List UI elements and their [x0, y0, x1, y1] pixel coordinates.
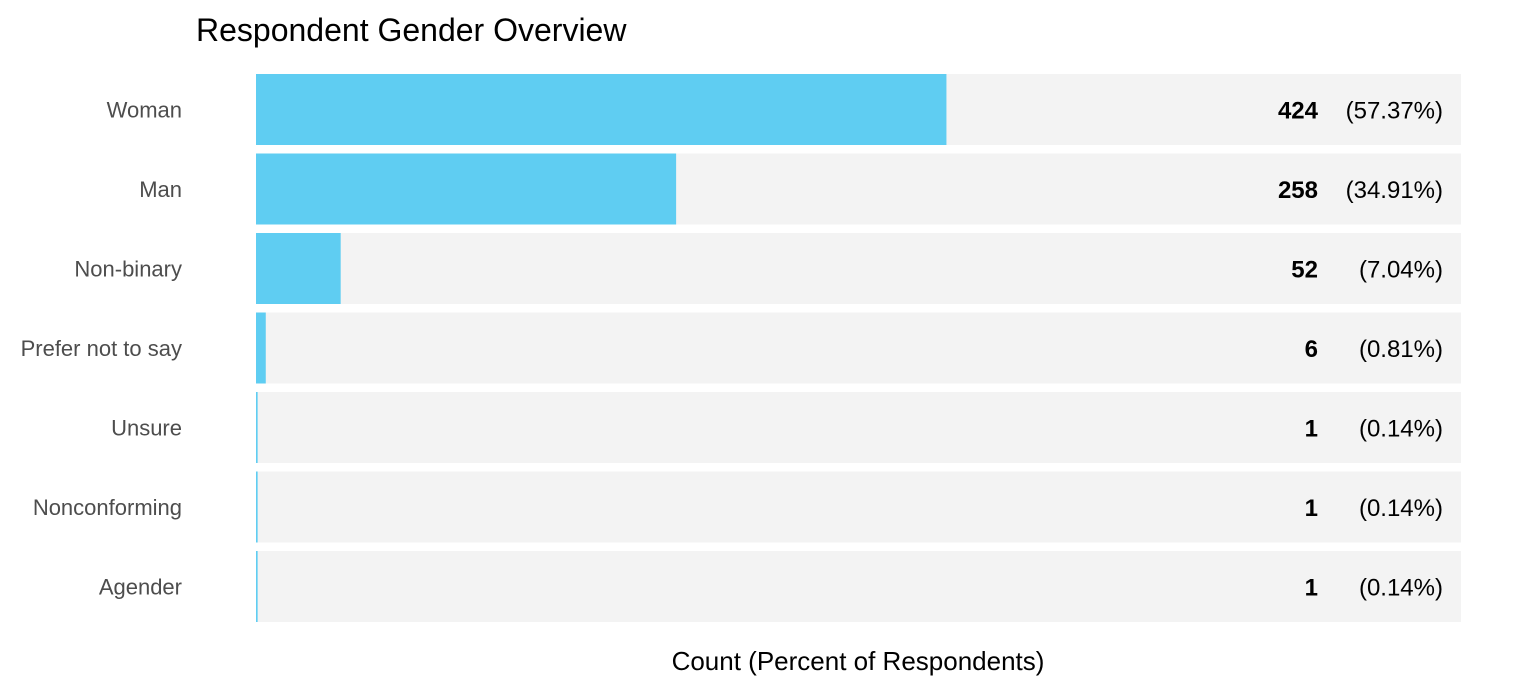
bar-track — [256, 471, 1461, 543]
category-label: Man — [139, 177, 182, 202]
category-label: Woman — [107, 98, 182, 123]
bar-non-binary — [256, 233, 341, 304]
bar-track — [256, 551, 1461, 622]
chart-title: Respondent Gender Overview — [196, 12, 627, 48]
percent-label: (0.14%) — [1359, 416, 1443, 443]
count-label: 52 — [1291, 257, 1318, 284]
count-label: 424 — [1278, 98, 1319, 125]
x-axis-label: Count (Percent of Respondents) — [672, 646, 1045, 676]
count-label: 1 — [1305, 495, 1318, 522]
percent-label: (7.04%) — [1359, 257, 1443, 284]
bar-agender — [256, 551, 258, 622]
category-label: Nonconforming — [33, 495, 182, 520]
bar-nonconforming — [256, 471, 258, 543]
bar-rows: Woman 424 (57.37%) Man 258 (34.91%) Non-binary… — [21, 74, 1461, 622]
count-label: 1 — [1305, 575, 1318, 602]
bar-track — [256, 312, 1461, 384]
percent-label: (34.91%) — [1346, 177, 1443, 204]
category-label: Agender — [99, 575, 182, 600]
bar-unsure — [256, 392, 258, 463]
bar-woman — [256, 74, 947, 145]
percent-label: (0.14%) — [1359, 575, 1443, 602]
percent-label: (0.14%) — [1359, 495, 1443, 522]
bar-prefer-not-to-say — [256, 312, 266, 384]
bar-track — [256, 233, 1461, 304]
bar-man — [256, 153, 677, 225]
percent-label: (0.81%) — [1359, 336, 1443, 363]
count-label: 6 — [1305, 336, 1318, 363]
category-label: Prefer not to say — [21, 336, 182, 361]
category-label: Unsure — [111, 416, 182, 441]
count-label: 1 — [1305, 416, 1318, 443]
count-label: 258 — [1278, 177, 1318, 204]
bar-track — [256, 392, 1461, 463]
category-label: Non-binary — [74, 257, 182, 282]
percent-label: (57.37%) — [1346, 98, 1443, 125]
